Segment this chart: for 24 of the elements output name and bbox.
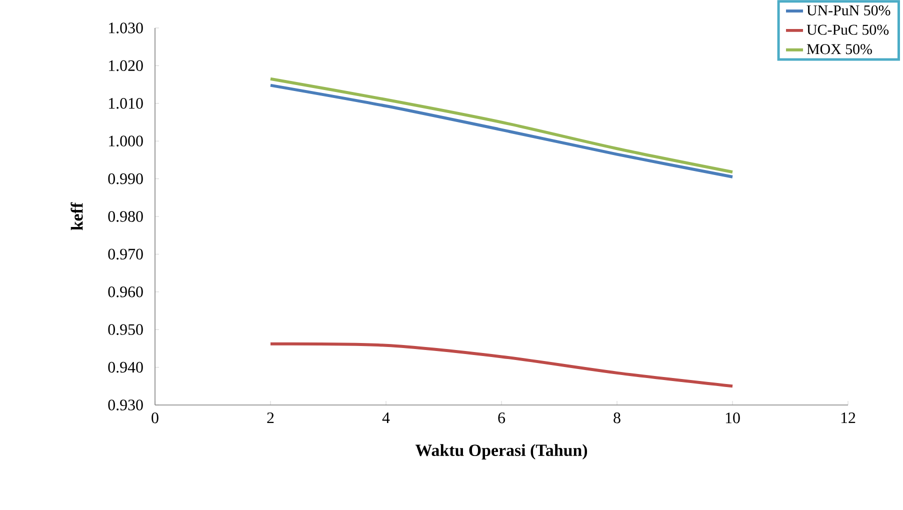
y-tick-label: 0.930 — [108, 400, 143, 410]
legend-label: UC-PuC 50% — [806, 24, 889, 35]
x-tick-label: 2 — [267, 412, 274, 424]
y-tick-label: 0.970 — [108, 248, 143, 260]
y-tick-label: 1.020 — [109, 60, 143, 72]
y-tick-label: 0.940 — [108, 362, 143, 373]
y-tick-label: 0.990 — [108, 173, 143, 184]
x-tick-label: 0 — [152, 412, 158, 424]
y-tick-label: 1.010 — [109, 98, 143, 109]
legend-label: UN-PuN 50% — [806, 5, 890, 16]
legend-label: MOX 50% — [806, 44, 872, 54]
y-tick-label: 0.960 — [108, 286, 143, 298]
x-tick-label: 8 — [614, 412, 620, 424]
x-tick-label: 12 — [841, 412, 856, 424]
y-axis-title: keff — [70, 202, 83, 230]
y-tick-label: 0.980 — [108, 211, 143, 222]
y-tick-label: 1.030 — [109, 22, 143, 34]
x-tick-label: 4 — [382, 412, 390, 423]
x-tick-label: 6 — [498, 412, 506, 424]
y-tick-label: 0.950 — [108, 324, 143, 335]
x-axis-title: Waktu Operasi (Tahun) — [415, 444, 588, 460]
line-series — [269, 342, 734, 388]
y-tick-label: 1.000 — [109, 136, 143, 146]
x-tick-label: 10 — [726, 412, 740, 424]
